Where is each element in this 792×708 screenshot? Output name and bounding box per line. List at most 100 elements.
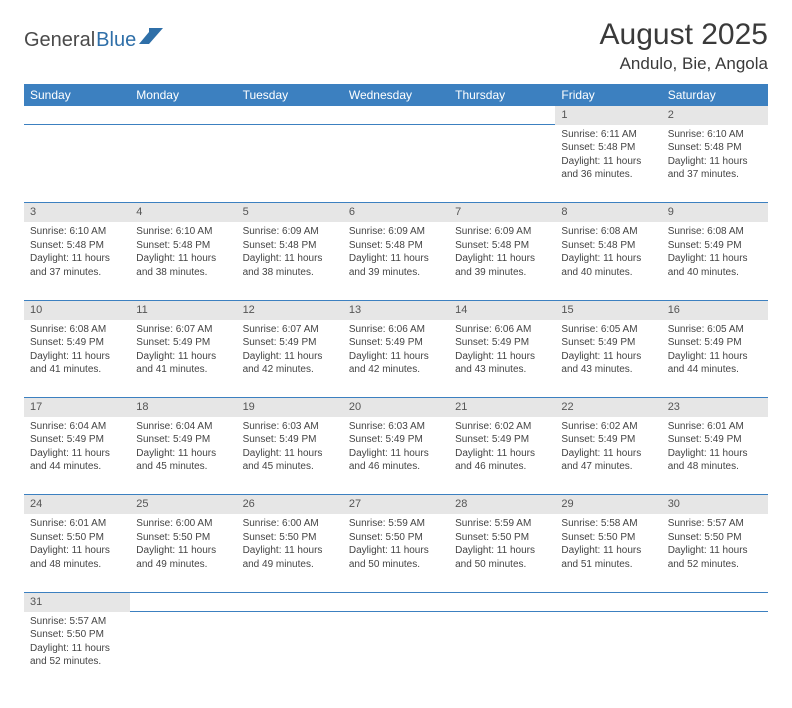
sunrise-text: Sunrise: 6:06 AM bbox=[455, 323, 549, 337]
day-number-cell: 4 bbox=[130, 203, 236, 222]
day-cell: Sunrise: 5:57 AMSunset: 5:50 PMDaylight:… bbox=[24, 612, 130, 690]
day-cell: Sunrise: 6:01 AMSunset: 5:50 PMDaylight:… bbox=[24, 514, 130, 592]
daylight-text: Daylight: 11 hours and 47 minutes. bbox=[561, 447, 655, 474]
day-number-cell: 15 bbox=[555, 300, 661, 319]
sunrise-text: Sunrise: 6:04 AM bbox=[30, 420, 124, 434]
calendar-table: Sunday Monday Tuesday Wednesday Thursday… bbox=[24, 84, 768, 690]
day-cell bbox=[343, 612, 449, 690]
sunset-text: Sunset: 5:49 PM bbox=[349, 433, 443, 447]
sunrise-text: Sunrise: 6:09 AM bbox=[349, 225, 443, 239]
day-number-cell: 24 bbox=[24, 495, 130, 514]
sunrise-text: Sunrise: 6:10 AM bbox=[30, 225, 124, 239]
day-header: Tuesday bbox=[237, 84, 343, 106]
sunset-text: Sunset: 5:48 PM bbox=[668, 141, 762, 155]
day-number-cell: 19 bbox=[237, 398, 343, 417]
day-cell: Sunrise: 6:03 AMSunset: 5:49 PMDaylight:… bbox=[237, 417, 343, 495]
brand-logo: GeneralBlue bbox=[24, 18, 165, 52]
day-number-cell: 1 bbox=[555, 106, 661, 125]
sunset-text: Sunset: 5:50 PM bbox=[30, 628, 124, 642]
location-label: Andulo, Bie, Angola bbox=[600, 54, 768, 74]
brand-blue: Blue bbox=[96, 29, 136, 52]
flag-icon bbox=[139, 28, 165, 52]
day-cell: Sunrise: 6:02 AMSunset: 5:49 PMDaylight:… bbox=[449, 417, 555, 495]
daynum-row: 24252627282930 bbox=[24, 495, 768, 514]
day-cell: Sunrise: 6:06 AMSunset: 5:49 PMDaylight:… bbox=[343, 320, 449, 398]
sunset-text: Sunset: 5:50 PM bbox=[561, 531, 655, 545]
day-number-cell: 21 bbox=[449, 398, 555, 417]
daynum-row: 3456789 bbox=[24, 203, 768, 222]
day-cell: Sunrise: 5:57 AMSunset: 5:50 PMDaylight:… bbox=[662, 514, 768, 592]
day-number-cell: 27 bbox=[343, 495, 449, 514]
week-row: Sunrise: 6:01 AMSunset: 5:50 PMDaylight:… bbox=[24, 514, 768, 592]
day-header: Monday bbox=[130, 84, 236, 106]
sunrise-text: Sunrise: 5:58 AM bbox=[561, 517, 655, 531]
day-number-cell: 22 bbox=[555, 398, 661, 417]
sunrise-text: Sunrise: 6:01 AM bbox=[30, 517, 124, 531]
sunrise-text: Sunrise: 6:03 AM bbox=[349, 420, 443, 434]
sunrise-text: Sunrise: 6:08 AM bbox=[30, 323, 124, 337]
daylight-text: Daylight: 11 hours and 49 minutes. bbox=[136, 544, 230, 571]
day-number-cell: 30 bbox=[662, 495, 768, 514]
daylight-text: Daylight: 11 hours and 43 minutes. bbox=[455, 350, 549, 377]
week-row: Sunrise: 6:04 AMSunset: 5:49 PMDaylight:… bbox=[24, 417, 768, 495]
day-header: Thursday bbox=[449, 84, 555, 106]
week-row: Sunrise: 6:08 AMSunset: 5:49 PMDaylight:… bbox=[24, 320, 768, 398]
day-cell bbox=[449, 612, 555, 690]
week-row: Sunrise: 6:11 AMSunset: 5:48 PMDaylight:… bbox=[24, 125, 768, 203]
sunset-text: Sunset: 5:49 PM bbox=[136, 336, 230, 350]
sunrise-text: Sunrise: 6:05 AM bbox=[668, 323, 762, 337]
day-number-cell: 23 bbox=[662, 398, 768, 417]
sunset-text: Sunset: 5:49 PM bbox=[668, 239, 762, 253]
sunrise-text: Sunrise: 5:57 AM bbox=[668, 517, 762, 531]
sunset-text: Sunset: 5:48 PM bbox=[136, 239, 230, 253]
day-number-cell: 25 bbox=[130, 495, 236, 514]
sunset-text: Sunset: 5:49 PM bbox=[668, 433, 762, 447]
day-header-row: Sunday Monday Tuesday Wednesday Thursday… bbox=[24, 84, 768, 106]
daylight-text: Daylight: 11 hours and 40 minutes. bbox=[561, 252, 655, 279]
daylight-text: Daylight: 11 hours and 40 minutes. bbox=[668, 252, 762, 279]
sunset-text: Sunset: 5:49 PM bbox=[561, 336, 655, 350]
daylight-text: Daylight: 11 hours and 38 minutes. bbox=[243, 252, 337, 279]
day-cell: Sunrise: 6:06 AMSunset: 5:49 PMDaylight:… bbox=[449, 320, 555, 398]
day-number-cell: 18 bbox=[130, 398, 236, 417]
sunset-text: Sunset: 5:50 PM bbox=[455, 531, 549, 545]
day-number-cell: 20 bbox=[343, 398, 449, 417]
sunset-text: Sunset: 5:49 PM bbox=[243, 433, 337, 447]
day-number-cell bbox=[130, 106, 236, 125]
daylight-text: Daylight: 11 hours and 45 minutes. bbox=[136, 447, 230, 474]
day-number-cell: 17 bbox=[24, 398, 130, 417]
daynum-row: 10111213141516 bbox=[24, 300, 768, 319]
daylight-text: Daylight: 11 hours and 42 minutes. bbox=[349, 350, 443, 377]
sunset-text: Sunset: 5:49 PM bbox=[455, 433, 549, 447]
day-number-cell bbox=[343, 592, 449, 611]
calendar-body: 12Sunrise: 6:11 AMSunset: 5:48 PMDayligh… bbox=[24, 106, 768, 690]
sunrise-text: Sunrise: 6:08 AM bbox=[668, 225, 762, 239]
day-number-cell: 29 bbox=[555, 495, 661, 514]
day-cell: Sunrise: 6:08 AMSunset: 5:49 PMDaylight:… bbox=[24, 320, 130, 398]
sunrise-text: Sunrise: 6:08 AM bbox=[561, 225, 655, 239]
sunset-text: Sunset: 5:50 PM bbox=[349, 531, 443, 545]
sunset-text: Sunset: 5:50 PM bbox=[668, 531, 762, 545]
daynum-row: 31 bbox=[24, 592, 768, 611]
day-cell: Sunrise: 5:59 AMSunset: 5:50 PMDaylight:… bbox=[449, 514, 555, 592]
day-number-cell: 16 bbox=[662, 300, 768, 319]
daylight-text: Daylight: 11 hours and 43 minutes. bbox=[561, 350, 655, 377]
daylight-text: Daylight: 11 hours and 48 minutes. bbox=[30, 544, 124, 571]
day-number-cell: 28 bbox=[449, 495, 555, 514]
sunset-text: Sunset: 5:49 PM bbox=[30, 433, 124, 447]
sunset-text: Sunset: 5:50 PM bbox=[136, 531, 230, 545]
day-number-cell: 6 bbox=[343, 203, 449, 222]
sunrise-text: Sunrise: 6:10 AM bbox=[668, 128, 762, 142]
sunrise-text: Sunrise: 6:00 AM bbox=[243, 517, 337, 531]
day-cell: Sunrise: 6:07 AMSunset: 5:49 PMDaylight:… bbox=[237, 320, 343, 398]
daylight-text: Daylight: 11 hours and 39 minutes. bbox=[455, 252, 549, 279]
sunset-text: Sunset: 5:49 PM bbox=[30, 336, 124, 350]
day-cell bbox=[662, 612, 768, 690]
day-number-cell: 3 bbox=[24, 203, 130, 222]
daylight-text: Daylight: 11 hours and 52 minutes. bbox=[668, 544, 762, 571]
daylight-text: Daylight: 11 hours and 50 minutes. bbox=[455, 544, 549, 571]
day-number-cell: 2 bbox=[662, 106, 768, 125]
daynum-row: 17181920212223 bbox=[24, 398, 768, 417]
daylight-text: Daylight: 11 hours and 46 minutes. bbox=[349, 447, 443, 474]
day-number-cell: 31 bbox=[24, 592, 130, 611]
